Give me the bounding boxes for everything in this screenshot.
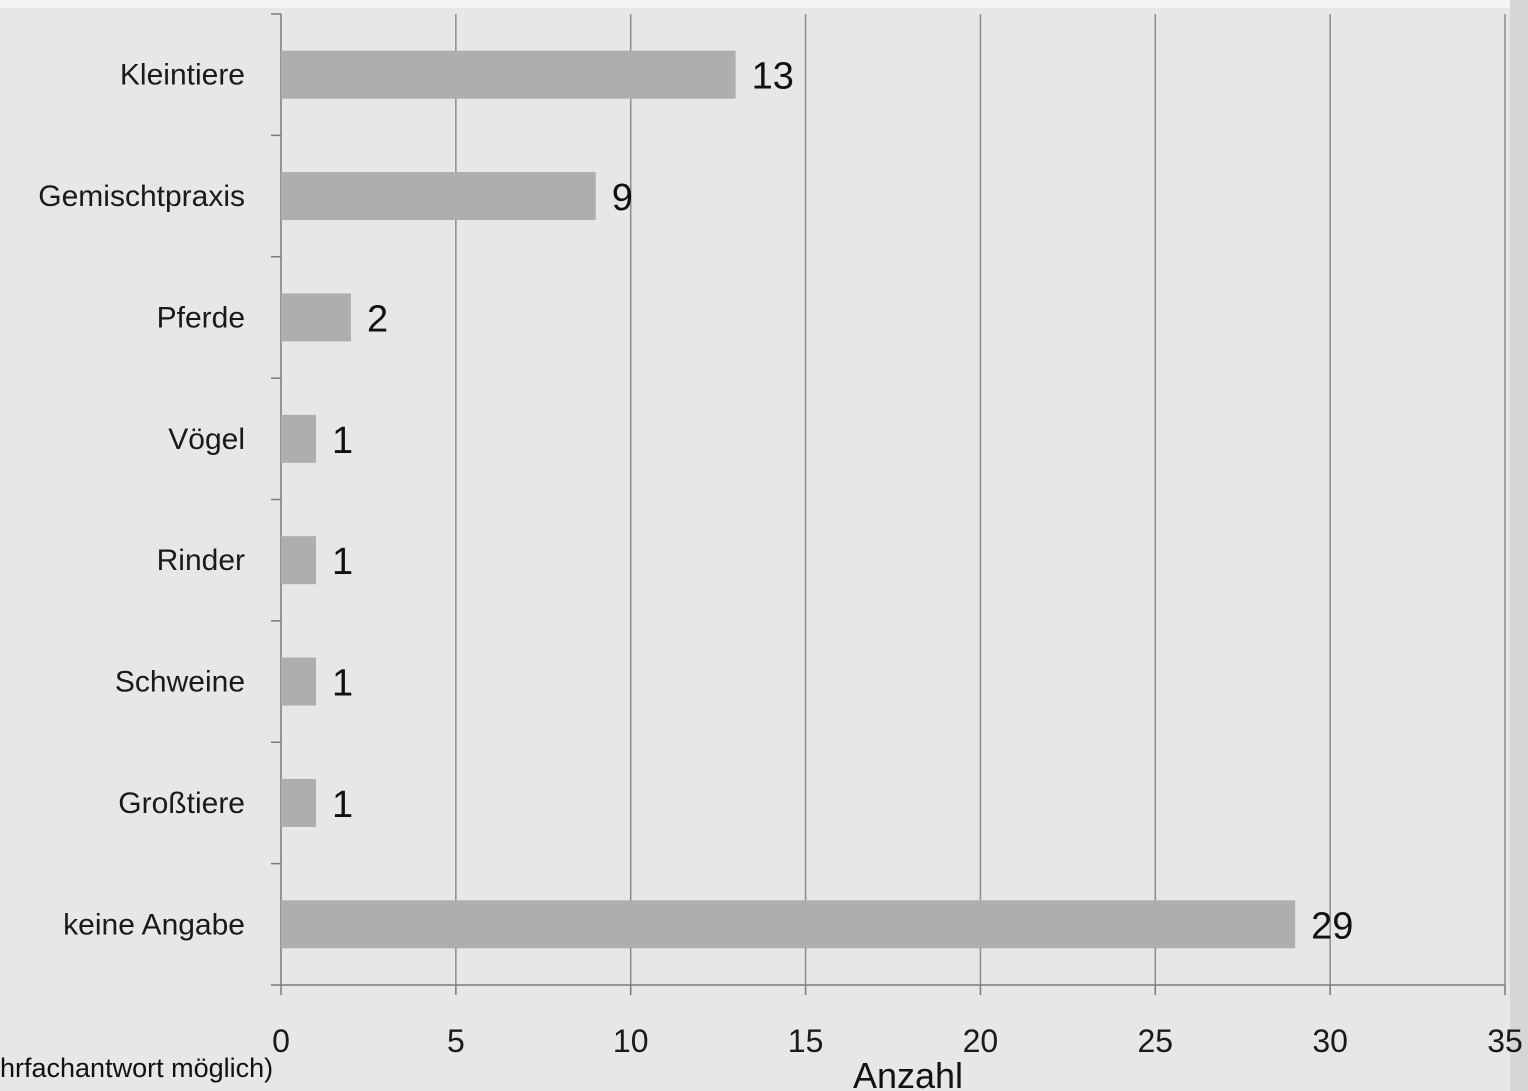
category-label-2: Gemischtpraxis	[38, 180, 245, 213]
data-label-3: 2	[367, 298, 388, 340]
bar-6	[281, 657, 316, 706]
bar-8	[281, 900, 1296, 949]
x-tick-label-0: 0	[272, 1023, 290, 1059]
data-label-7: 1	[332, 784, 353, 826]
bar-5	[281, 536, 316, 585]
x-tick-label-25: 25	[1137, 1023, 1173, 1059]
bar-2	[281, 172, 596, 221]
x-tick-label-15: 15	[788, 1023, 824, 1059]
data-label-2: 9	[612, 177, 633, 219]
category-label-1: Kleintiere	[120, 59, 245, 92]
category-label-4: Vögel	[168, 423, 245, 456]
top-border-strip	[0, 0, 1510, 8]
x-tick-label-30: 30	[1312, 1023, 1348, 1059]
category-label-3: Pferde	[157, 301, 245, 334]
data-label-6: 1	[332, 663, 353, 705]
x-axis-title: Anzahl	[853, 1055, 963, 1091]
bar-7	[281, 778, 316, 827]
category-label-8: keine Angabe	[63, 908, 245, 941]
footnote-label: hrfachantwort möglich)	[0, 1053, 273, 1083]
x-tick-label-35: 35	[1487, 1023, 1523, 1059]
x-tick-label-20: 20	[963, 1023, 999, 1059]
data-label-1: 13	[752, 56, 794, 98]
data-label-8: 29	[1311, 905, 1353, 947]
right-border-strip	[1510, 0, 1528, 1091]
bar-3	[281, 293, 351, 342]
bar-1	[281, 50, 736, 99]
category-label-6: Schweine	[115, 666, 245, 699]
category-label-7: Großtiere	[118, 787, 245, 820]
x-tick-label-10: 10	[613, 1023, 649, 1059]
data-label-4: 1	[332, 420, 353, 462]
bar-4	[281, 414, 316, 463]
x-tick-label-5: 5	[447, 1023, 465, 1059]
data-label-5: 1	[332, 541, 353, 583]
category-label-5: Rinder	[157, 544, 245, 577]
